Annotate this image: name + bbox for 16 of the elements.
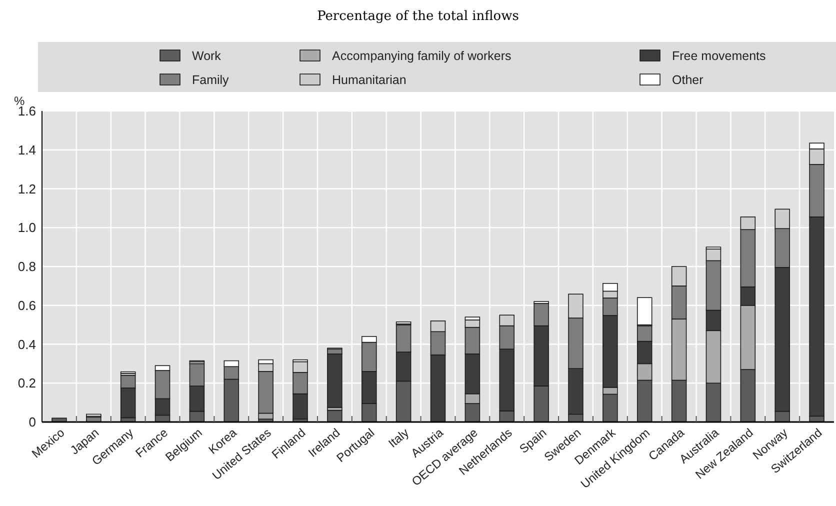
y-tick-label: 0.2 [18, 376, 36, 391]
legend-label: Family [192, 73, 230, 87]
y-tick-label: 1.0 [18, 220, 36, 236]
y-tick-label: 1.4 [18, 142, 36, 158]
legend-label: Free movements [672, 49, 766, 63]
legend-label: Humanitarian [332, 73, 406, 87]
y-tick-label: 0 [28, 414, 36, 430]
y-tick-label: 0.6 [18, 298, 36, 313]
y-tick-label: 0.8 [18, 259, 36, 274]
legend-label: Other [672, 73, 704, 87]
legend-label: Work [192, 49, 222, 63]
y-tick-label: 1.2 [18, 181, 36, 196]
x-tick-label: Italy [386, 426, 412, 450]
y-tick-label: 0.4 [18, 336, 36, 352]
legend-label: Accompanying family of workers [332, 49, 512, 63]
chart-title: Percentage of the total inflows [317, 9, 519, 24]
